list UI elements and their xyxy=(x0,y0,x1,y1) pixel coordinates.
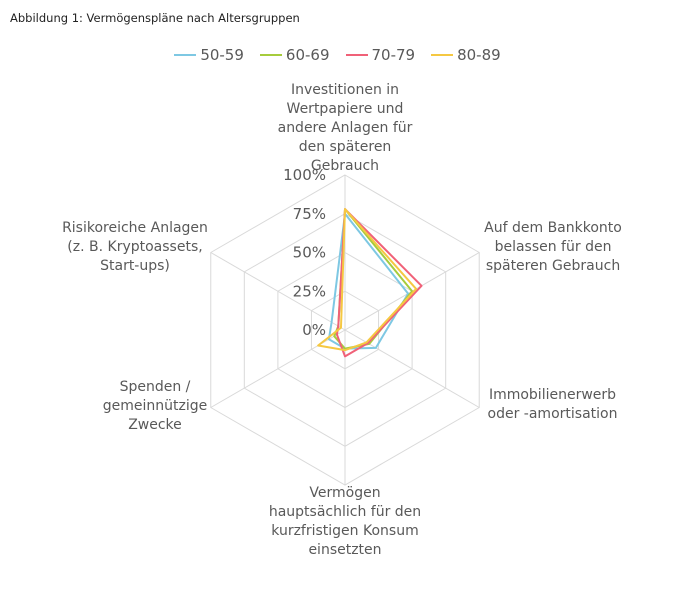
series-line-80-89 xyxy=(317,208,418,352)
legend: 50-59 60-69 70-79 80-89 xyxy=(0,46,675,64)
tick-label: 50% xyxy=(293,244,326,262)
axis-label-2: Auf dem Bankkonto belassen für den späte… xyxy=(484,220,622,274)
legend-item-60-69: 60-69 xyxy=(259,46,330,64)
legend-label: 70-79 xyxy=(371,46,416,64)
legend-swatch xyxy=(174,54,197,56)
legend-swatch xyxy=(345,54,368,56)
tick-label: 0% xyxy=(302,321,326,339)
legend-label: 60-69 xyxy=(285,46,330,64)
tick-label: 25% xyxy=(293,282,326,300)
legend-swatch xyxy=(259,54,282,56)
chart-caption: Abbildung 1: Vermögenspläne nach Altersg… xyxy=(10,11,300,25)
legend-label: 50-59 xyxy=(200,46,244,64)
grid-spoke xyxy=(210,252,346,331)
legend-item-50-59: 50-59 xyxy=(174,46,244,64)
legend-item-70-79: 70-79 xyxy=(345,46,416,64)
axis-label-5: Spenden / gemeinnützige Zwecke xyxy=(102,379,208,433)
axis-label-4: Vermögen hauptsächlich für den kurzfrist… xyxy=(268,485,422,558)
legend-label: 80-89 xyxy=(457,46,501,64)
tick-label: 75% xyxy=(293,205,326,223)
legend-item-80-89: 80-89 xyxy=(431,46,501,64)
tick-label: 100% xyxy=(283,166,326,184)
legend-swatch xyxy=(431,54,454,56)
axis-label-6: Risikoreiche Anlagen (z. B. Kryptoassets… xyxy=(62,220,208,274)
axis-label-1: Investitionen in Wertpapiere und andere … xyxy=(277,82,413,174)
series-line-70-79 xyxy=(335,208,423,358)
axis-label-3: Immobilienerwerb oder -amortisation xyxy=(487,387,618,422)
